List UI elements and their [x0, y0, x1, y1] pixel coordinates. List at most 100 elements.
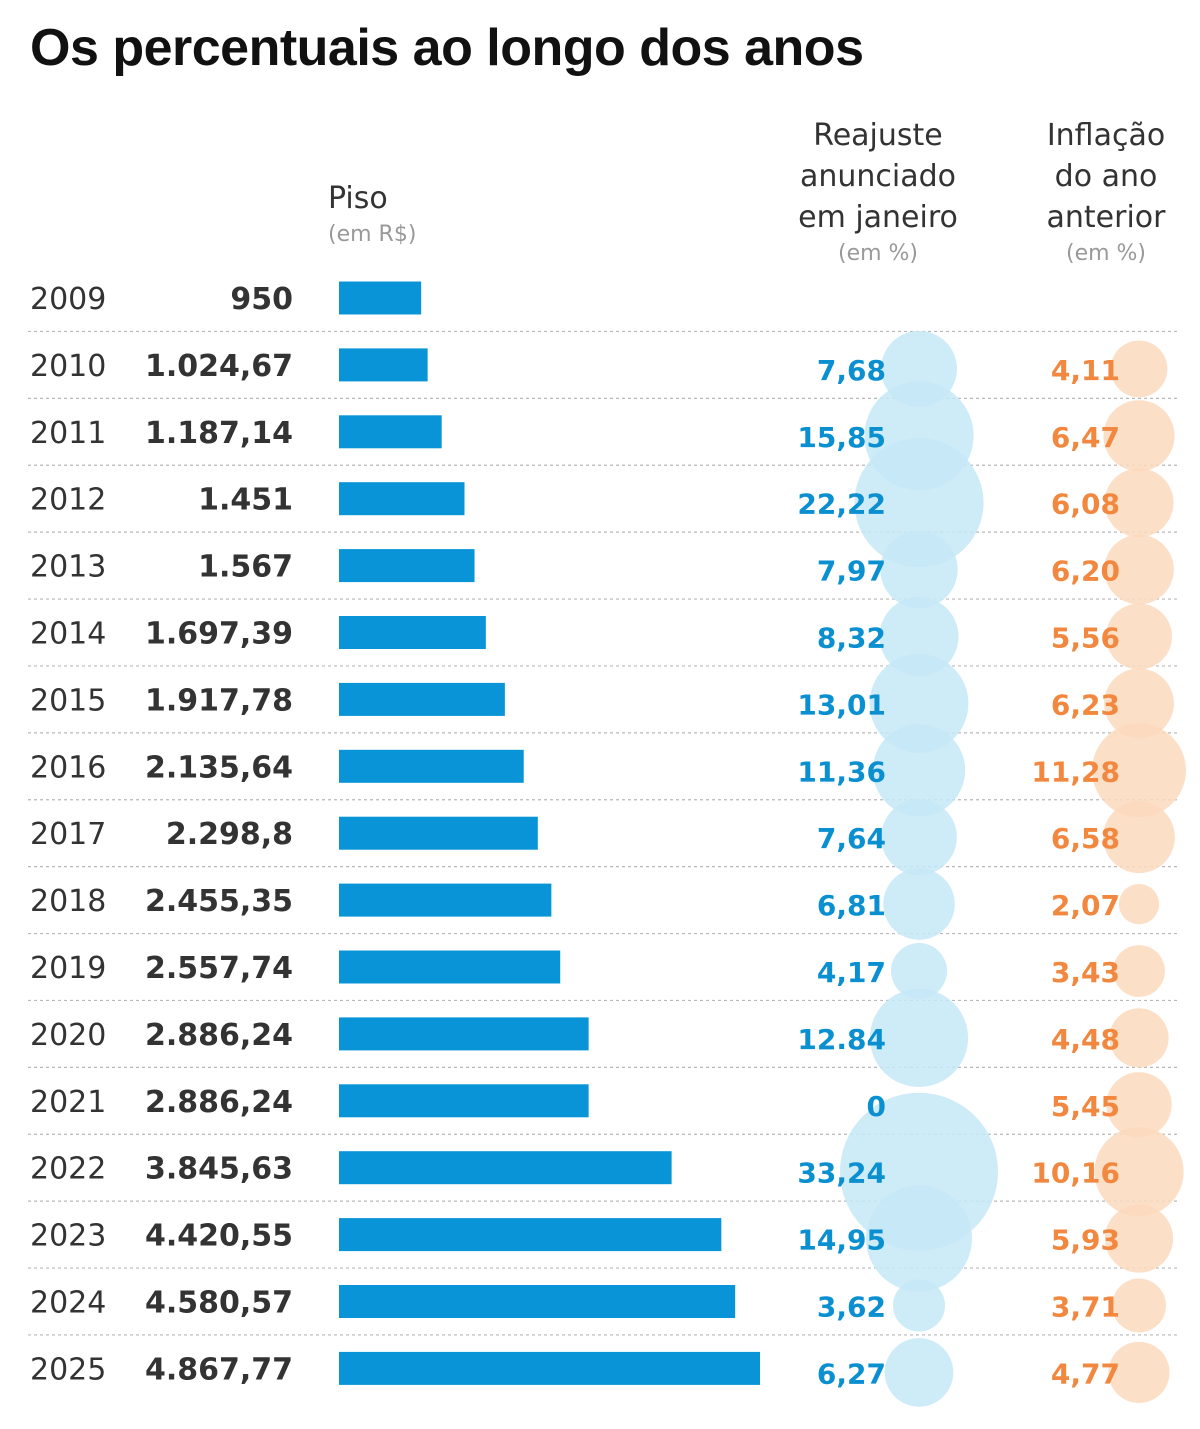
- inflacao-bubble: [1108, 1341, 1170, 1403]
- inflacao-bubble: [1106, 603, 1172, 670]
- reajuste-bubble: [891, 943, 947, 999]
- table-row: 2017 2.298,8 7,64 6,58: [30, 816, 1120, 855]
- reajuste-value: 4,17: [817, 956, 886, 989]
- reajuste-value: 15,85: [797, 421, 886, 454]
- inflacao-bubble: [1092, 723, 1186, 818]
- reajuste-value: 12.84: [797, 1023, 886, 1056]
- reajuste-bubble: [884, 1338, 954, 1407]
- piso-bar: [339, 616, 486, 649]
- reajuste-bubble: [869, 988, 969, 1087]
- piso-bar: [339, 883, 552, 917]
- year-label: 2010: [30, 349, 106, 384]
- piso-bar: [339, 549, 475, 583]
- piso-value: 1.917,78: [145, 683, 293, 718]
- year-label: 2020: [30, 1018, 106, 1053]
- inflacao-value: 4,77: [1051, 1357, 1120, 1390]
- inflacao-value: 2,07: [1051, 889, 1120, 922]
- reajuste-value: 22,22: [797, 488, 886, 521]
- table-row: 2011 1.187,14 15,85 6,47: [30, 415, 1120, 454]
- table-row: 2009 950: [30, 281, 422, 317]
- year-label: 2025: [30, 1352, 106, 1387]
- reajuste-value: 14,95: [797, 1224, 886, 1257]
- reajuste-value: 7,68: [817, 354, 886, 387]
- piso-value: 2.886,24: [145, 1018, 293, 1053]
- table-row: 2018 2.455,35 6,81 2,07: [30, 883, 1120, 922]
- inflacao-header-line-2: do ano: [1055, 159, 1158, 194]
- year-label: 2014: [30, 617, 106, 652]
- piso-unit: (em R$): [328, 222, 416, 247]
- year-label: 2024: [30, 1286, 106, 1321]
- inflacao-value: 6,08: [1051, 488, 1120, 521]
- piso-value: 1.567: [198, 550, 293, 585]
- piso-value: 2.298,8: [166, 817, 293, 852]
- piso-value: 4.867,77: [145, 1352, 293, 1387]
- column-headers: Piso (em R$) Reajuste anunciado em janei…: [328, 118, 1166, 266]
- year-label: 2022: [30, 1152, 106, 1187]
- piso-value: 950: [230, 282, 293, 317]
- reajuste-header-line-2: anunciado: [800, 159, 956, 194]
- piso-value: 1.451: [198, 483, 293, 518]
- reajuste-header-line-1: Reajuste: [813, 118, 943, 153]
- inflacao-bubble: [1103, 400, 1175, 472]
- piso-value: 2.557,74: [145, 951, 293, 986]
- reajuste-value: 6,27: [817, 1357, 886, 1390]
- table-row: 2010 1.024,67 7,68 4,11: [30, 348, 1120, 387]
- reajuste-bubble: [866, 1185, 972, 1292]
- year-label: 2023: [30, 1219, 106, 1254]
- year-label: 2019: [30, 951, 106, 986]
- inflacao-value: 5,45: [1051, 1090, 1120, 1123]
- piso-bar: [339, 816, 538, 850]
- year-label: 2021: [30, 1085, 106, 1120]
- piso-value: 2.886,24: [145, 1085, 293, 1120]
- inflacao-bubble: [1104, 534, 1174, 605]
- inflacao-bubble: [1104, 668, 1174, 739]
- reajuste-bubble: [872, 724, 966, 817]
- reajuste-bubble: [879, 596, 959, 677]
- page-title: Os percentuais ao longo dos anos: [30, 19, 864, 77]
- piso-bar: [339, 749, 524, 783]
- piso-bar: [339, 348, 428, 382]
- inflacao-bubble: [1113, 945, 1165, 997]
- piso-bar: [339, 1151, 672, 1185]
- piso-value: 4.420,55: [145, 1219, 293, 1254]
- table-row: 2012 1.451 22,22 6,08: [30, 482, 1120, 521]
- piso-bar: [339, 1218, 722, 1252]
- reajuste-value: 7,97: [817, 555, 886, 588]
- piso-bar: [339, 682, 505, 716]
- table-row: 2013 1.567 7,97 6,20: [30, 549, 1120, 588]
- inflacao-value: 5,56: [1051, 622, 1120, 655]
- piso-value: 2.135,64: [145, 750, 293, 785]
- reajuste-value: 8,32: [817, 622, 886, 655]
- reajuste-bubble: [854, 438, 984, 568]
- year-label: 2017: [30, 817, 106, 852]
- piso-bar: [339, 482, 465, 516]
- inflacao-value: 6,58: [1051, 822, 1120, 855]
- table-row: 2016 2.135,64 11,36 11,28: [30, 749, 1120, 788]
- reajuste-bubble: [869, 653, 969, 753]
- reajuste-bubble: [881, 799, 957, 876]
- piso-value: 3.845,63: [145, 1152, 293, 1187]
- piso-bar: [339, 1017, 589, 1051]
- inflacao-bubble: [1104, 468, 1174, 538]
- reajuste-value: 33,24: [797, 1157, 886, 1190]
- inflacao-value: 11,28: [1031, 755, 1120, 788]
- inflacao-value: 6,47: [1051, 421, 1120, 454]
- piso-value: 1.024,67: [145, 349, 293, 384]
- piso-value: 1.697,39: [145, 617, 293, 652]
- inflacao-bubble: [1112, 1278, 1166, 1333]
- table-row: 2022 3.845,63 33,24 10,16: [30, 1151, 1120, 1190]
- inflacao-bubble: [1094, 1127, 1184, 1217]
- table-row: 2025 4.867,77 6,27 4,77: [30, 1351, 1120, 1390]
- piso-bar: [339, 1285, 736, 1318]
- reajuste-value: 11,36: [797, 755, 886, 788]
- reajuste-value: 13,01: [797, 688, 886, 721]
- inflacao-bubble: [1118, 883, 1160, 925]
- year-label: 2009: [30, 282, 106, 317]
- inflacao-bubble: [1103, 801, 1175, 874]
- reajuste-bubble: [892, 1279, 946, 1332]
- year-label: 2015: [30, 683, 106, 718]
- inflacao-bubbles: [1092, 340, 1186, 1403]
- table-row: 2023 4.420,55 14,95 5,93: [30, 1218, 1120, 1257]
- year-label: 2018: [30, 884, 106, 919]
- piso-bar: [339, 1351, 760, 1385]
